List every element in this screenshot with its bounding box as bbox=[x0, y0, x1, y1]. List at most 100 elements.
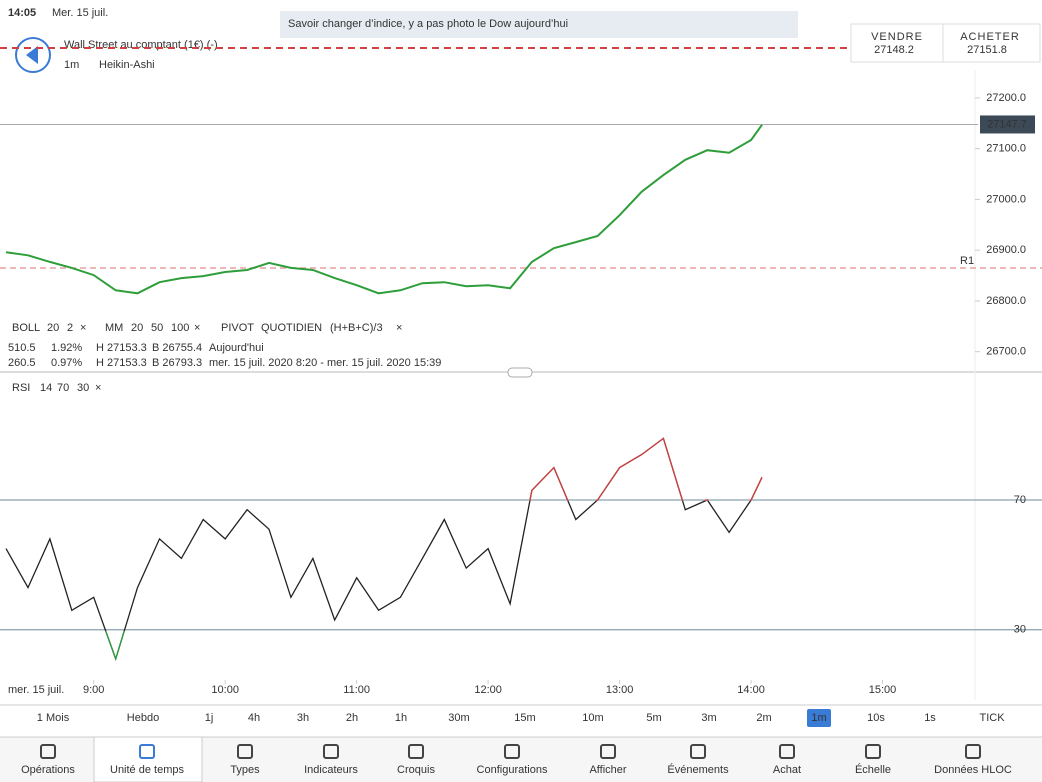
rsi-legend: 70 bbox=[57, 382, 69, 394]
mm: MM bbox=[105, 322, 123, 334]
status-date: Mer. 15 juil. bbox=[52, 7, 108, 19]
tool-button[interactable]: Opérations bbox=[21, 764, 75, 776]
status-time: 14:05 bbox=[8, 7, 36, 19]
current-price-box bbox=[980, 115, 1035, 134]
timeframe-button[interactable]: 1 Mois bbox=[37, 712, 70, 724]
close[interactable]: × bbox=[396, 322, 402, 334]
rsi-legend: 30 bbox=[77, 382, 89, 394]
timeframe-button[interactable]: 1j bbox=[205, 712, 214, 724]
y-tick-label: 27100.0 bbox=[986, 143, 1026, 155]
timeframe-button[interactable]: 15m bbox=[514, 712, 535, 724]
tool-icon bbox=[779, 744, 795, 759]
timeframe-button[interactable]: TICK bbox=[979, 712, 1005, 724]
pivot: PIVOT bbox=[221, 322, 254, 334]
tool-button[interactable]: Données HLOC bbox=[934, 764, 1012, 776]
x-tick-label: 14:00 bbox=[737, 684, 765, 696]
tool-icon bbox=[323, 744, 339, 759]
stat: 510.5 bbox=[8, 342, 36, 354]
stat: 0.97% bbox=[51, 357, 82, 369]
timeframe-button[interactable]: 2m bbox=[756, 712, 771, 724]
timeframe-selected bbox=[807, 709, 831, 727]
tool-button[interactable]: Types bbox=[230, 764, 260, 776]
timeframe-button[interactable]: 5m bbox=[646, 712, 661, 724]
rsi-legend: RSI bbox=[12, 382, 30, 394]
close[interactable]: × bbox=[80, 322, 86, 334]
instrument-name: Wall Street au comptant (1€) (-) bbox=[64, 39, 218, 51]
banner-box bbox=[280, 11, 798, 38]
boll-p: 20 bbox=[47, 322, 59, 334]
y-tick-label: 27000.0 bbox=[986, 193, 1026, 205]
tool-button[interactable]: Unité de temps bbox=[110, 764, 184, 776]
rsi-legend: 14 bbox=[40, 382, 52, 394]
timeframe-button[interactable]: 1m bbox=[811, 712, 826, 724]
x-tick-label: 10:00 bbox=[211, 684, 239, 696]
timeframe-button[interactable]: 30m bbox=[448, 712, 469, 724]
tool-icon bbox=[408, 744, 424, 759]
timeframe-button[interactable]: 1h bbox=[395, 712, 407, 724]
sell-button[interactable] bbox=[850, 23, 944, 63]
timeframe: 1m bbox=[64, 59, 79, 71]
divider-handle[interactable] bbox=[507, 367, 533, 378]
stat: 1.92% bbox=[51, 342, 82, 354]
tool-button[interactable]: Croquis bbox=[397, 764, 435, 776]
timeframe-button[interactable]: Hebdo bbox=[127, 712, 159, 724]
stat: H 27153.3 bbox=[96, 357, 147, 369]
y-tick-label: 30 bbox=[1014, 624, 1026, 636]
stat: Aujourd'hui bbox=[209, 342, 264, 354]
x-date-label: mer. 15 juil. bbox=[8, 684, 64, 696]
tool-icon bbox=[237, 744, 253, 759]
x-tick-label: 11:00 bbox=[343, 684, 370, 696]
banner: Savoir changer d’indice, y a pas photo l… bbox=[288, 18, 568, 30]
tool-button[interactable]: Afficher bbox=[589, 764, 626, 776]
sell-label: VENDRE bbox=[871, 31, 923, 43]
tool-icon bbox=[504, 744, 520, 759]
mm-p: 50 bbox=[151, 322, 163, 334]
close[interactable]: × bbox=[194, 322, 200, 334]
mm-p: 100 bbox=[171, 322, 189, 334]
rsi-overbought bbox=[529, 437, 763, 501]
y-tick-label: 26800.0 bbox=[986, 295, 1026, 307]
tool-icon bbox=[965, 744, 981, 759]
timeframe-button[interactable]: 1s bbox=[924, 712, 936, 724]
timeframe-button[interactable]: 4h bbox=[248, 712, 260, 724]
tool-button[interactable]: Indicateurs bbox=[304, 764, 358, 776]
stat: mer. 15 juil. 2020 8:20 - mer. 15 juil. … bbox=[209, 357, 441, 369]
x-tick-label: 13:00 bbox=[606, 684, 634, 696]
stat: B 26755.4 bbox=[152, 342, 202, 354]
boll: BOLL bbox=[12, 322, 40, 334]
stat: 260.5 bbox=[8, 357, 36, 369]
tool-button[interactable]: Événements bbox=[667, 763, 729, 776]
y-tick-label: 70 bbox=[1014, 494, 1026, 506]
current-price-label: 27147.7 bbox=[987, 118, 1027, 130]
x-tick-label: 15:00 bbox=[869, 684, 897, 696]
chart-type: Heikin-Ashi bbox=[99, 59, 155, 71]
stat: H 27153.3 bbox=[96, 342, 147, 354]
timeframe-button[interactable]: 2h bbox=[346, 712, 358, 724]
pivot-r1-label: R1 bbox=[960, 255, 974, 267]
y-tick-label: 27200.0 bbox=[986, 92, 1026, 104]
tool-button[interactable]: Configurations bbox=[477, 764, 548, 776]
boll-p: 2 bbox=[67, 322, 73, 334]
timeframe-button[interactable]: 10m bbox=[582, 712, 603, 724]
sell-price: 27148.2 bbox=[874, 44, 914, 56]
back-arrow bbox=[26, 46, 38, 64]
price-line bbox=[5, 124, 763, 295]
tool-icon bbox=[40, 744, 56, 759]
tool-icon bbox=[690, 744, 706, 759]
pivot-p: (H+B+C)/3 bbox=[330, 322, 383, 334]
buy-button[interactable] bbox=[942, 23, 1041, 63]
mm-p: 20 bbox=[131, 322, 143, 334]
pivot-p: QUOTIDIEN bbox=[261, 322, 322, 334]
tool-button[interactable]: Achat bbox=[773, 764, 801, 776]
buy-label: ACHETER bbox=[960, 31, 1020, 43]
timeframe-button[interactable]: 10s bbox=[867, 712, 885, 724]
y-tick-label: 26900.0 bbox=[986, 244, 1026, 256]
close[interactable]: × bbox=[95, 382, 101, 394]
y-tick-label: 26700.0 bbox=[986, 346, 1026, 358]
timeframe-button[interactable]: 3h bbox=[297, 712, 309, 724]
tool-icon bbox=[865, 744, 881, 759]
timeframe-button[interactable]: 3m bbox=[701, 712, 716, 724]
tool-button[interactable]: Échelle bbox=[855, 763, 891, 776]
